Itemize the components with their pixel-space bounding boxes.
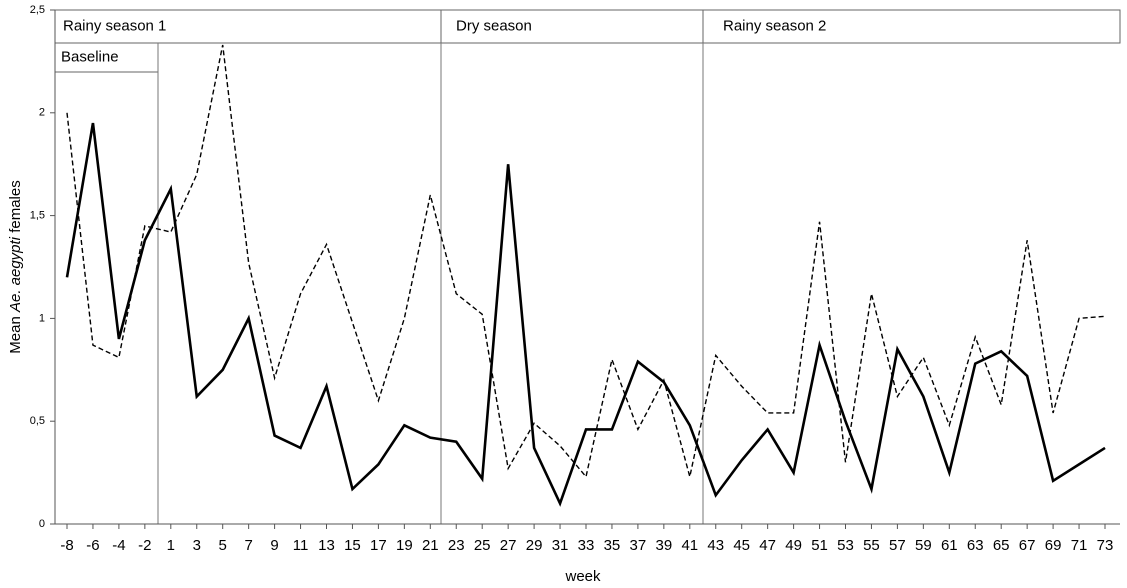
season-box <box>702 9 1121 44</box>
x-tick-label: 7 <box>244 537 252 554</box>
x-tick-label: 25 <box>474 537 491 554</box>
x-tick-label: 17 <box>370 537 387 554</box>
x-tick-label: 23 <box>448 537 465 554</box>
x-tick-label: 49 <box>785 537 802 554</box>
x-tick-label: 13 <box>318 537 335 554</box>
x-tick-label: 61 <box>941 537 958 554</box>
x-tick-label: 5 <box>219 537 227 554</box>
x-tick-label: 33 <box>578 537 595 554</box>
x-tick-label: 11 <box>293 537 309 554</box>
x-tick-label: 9 <box>270 537 278 554</box>
x-tick-label: -2 <box>138 537 151 554</box>
x-tick-label: 59 <box>915 537 932 554</box>
x-tick-label: 45 <box>733 537 750 554</box>
x-tick-label: 55 <box>863 537 880 554</box>
x-tick-label: 51 <box>811 537 828 554</box>
x-tick-label: 15 <box>344 537 361 554</box>
x-tick-label: 65 <box>993 537 1010 554</box>
x-tick-label: 53 <box>837 537 854 554</box>
y-tick-label: 1 <box>39 312 45 324</box>
x-tick-label: 21 <box>422 537 439 554</box>
x-tick-label: 19 <box>396 537 413 554</box>
x-tick-label: 67 <box>1019 537 1036 554</box>
x-tick-label: 39 <box>656 537 673 554</box>
x-tick-label: 37 <box>630 537 647 554</box>
x-tick-label: -4 <box>112 537 125 554</box>
x-axis-label: week <box>564 568 601 585</box>
x-tick-label: -6 <box>86 537 99 554</box>
season-label: Baseline <box>61 48 119 65</box>
season-label: Dry season <box>456 17 532 34</box>
x-tick-label: 63 <box>967 537 984 554</box>
series-line <box>65 122 1106 507</box>
x-tick-label: 3 <box>193 537 201 554</box>
x-tick-label: 73 <box>1097 537 1114 554</box>
season-label: Rainy season 2 <box>723 17 826 34</box>
x-tick-label: 43 <box>707 537 724 554</box>
y-tick-label: 2 <box>39 107 45 119</box>
y-tick-label: 1,5 <box>30 210 45 222</box>
series-line <box>66 44 1106 479</box>
x-tick-label: 71 <box>1071 537 1088 554</box>
x-tick-label: 57 <box>889 537 906 554</box>
y-axis-label-part: females <box>7 180 24 237</box>
season-label: Rainy season 1 <box>63 17 166 34</box>
x-tick-label: 35 <box>604 537 621 554</box>
x-tick-label: 1 <box>167 537 175 554</box>
y-axis-label: Mean Ae. aegypti females <box>7 180 24 353</box>
x-tick-label: 47 <box>759 537 776 554</box>
y-tick-label: 0,5 <box>30 415 45 427</box>
x-tick-label: 69 <box>1045 537 1062 554</box>
x-tick-label: 29 <box>526 537 543 554</box>
y-axis-label-part: Mean <box>7 312 24 354</box>
x-tick-label: 41 <box>681 537 698 554</box>
x-tick-label: -8 <box>60 537 73 554</box>
x-tick-label: 27 <box>500 537 517 554</box>
y-tick-label: 0 <box>39 518 45 530</box>
y-tick-label: 2,5 <box>30 4 45 16</box>
x-tick-label: 31 <box>552 537 569 554</box>
y-axis-label-part: Ae. aegypti <box>7 236 24 313</box>
